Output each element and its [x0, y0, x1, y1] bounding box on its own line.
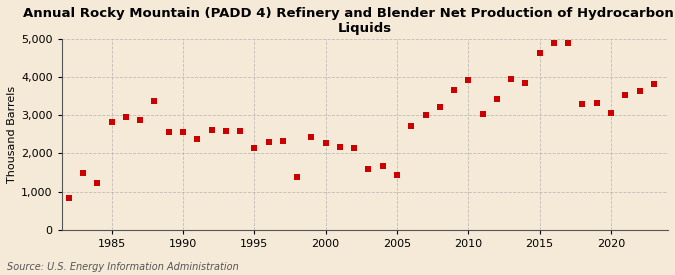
Point	[163, 130, 174, 135]
Point	[634, 89, 645, 94]
Point	[135, 118, 146, 122]
Point	[377, 163, 388, 168]
Point	[349, 146, 360, 151]
Point	[263, 139, 274, 144]
Point	[235, 129, 246, 133]
Point	[491, 97, 502, 101]
Point	[149, 99, 160, 103]
Point	[435, 105, 446, 109]
Point	[277, 139, 288, 143]
Point	[78, 171, 88, 175]
Point	[335, 144, 346, 149]
Point	[106, 120, 117, 125]
Point	[535, 51, 545, 56]
Point	[477, 112, 488, 116]
Point	[620, 93, 630, 97]
Point	[178, 130, 188, 134]
Point	[363, 166, 374, 171]
Point	[206, 128, 217, 132]
Point	[520, 81, 531, 85]
Point	[649, 81, 659, 86]
Point	[563, 41, 574, 46]
Point	[292, 175, 302, 179]
Title: Annual Rocky Mountain (PADD 4) Refinery and Blender Net Production of Hydrocarbo: Annual Rocky Mountain (PADD 4) Refinery …	[24, 7, 675, 35]
Point	[92, 181, 103, 185]
Point	[406, 124, 416, 128]
Point	[577, 102, 588, 106]
Point	[463, 78, 474, 82]
Point	[449, 87, 460, 92]
Point	[121, 115, 132, 119]
Point	[192, 137, 202, 141]
Point	[221, 129, 232, 133]
Point	[506, 77, 516, 82]
Point	[605, 111, 616, 115]
Y-axis label: Thousand Barrels: Thousand Barrels	[7, 86, 17, 183]
Point	[420, 113, 431, 117]
Point	[306, 135, 317, 139]
Point	[63, 196, 74, 200]
Point	[549, 41, 560, 45]
Point	[392, 173, 402, 177]
Text: Source: U.S. Energy Information Administration: Source: U.S. Energy Information Administ…	[7, 262, 238, 272]
Point	[249, 146, 260, 150]
Point	[320, 141, 331, 145]
Point	[49, 179, 60, 183]
Point	[591, 101, 602, 105]
